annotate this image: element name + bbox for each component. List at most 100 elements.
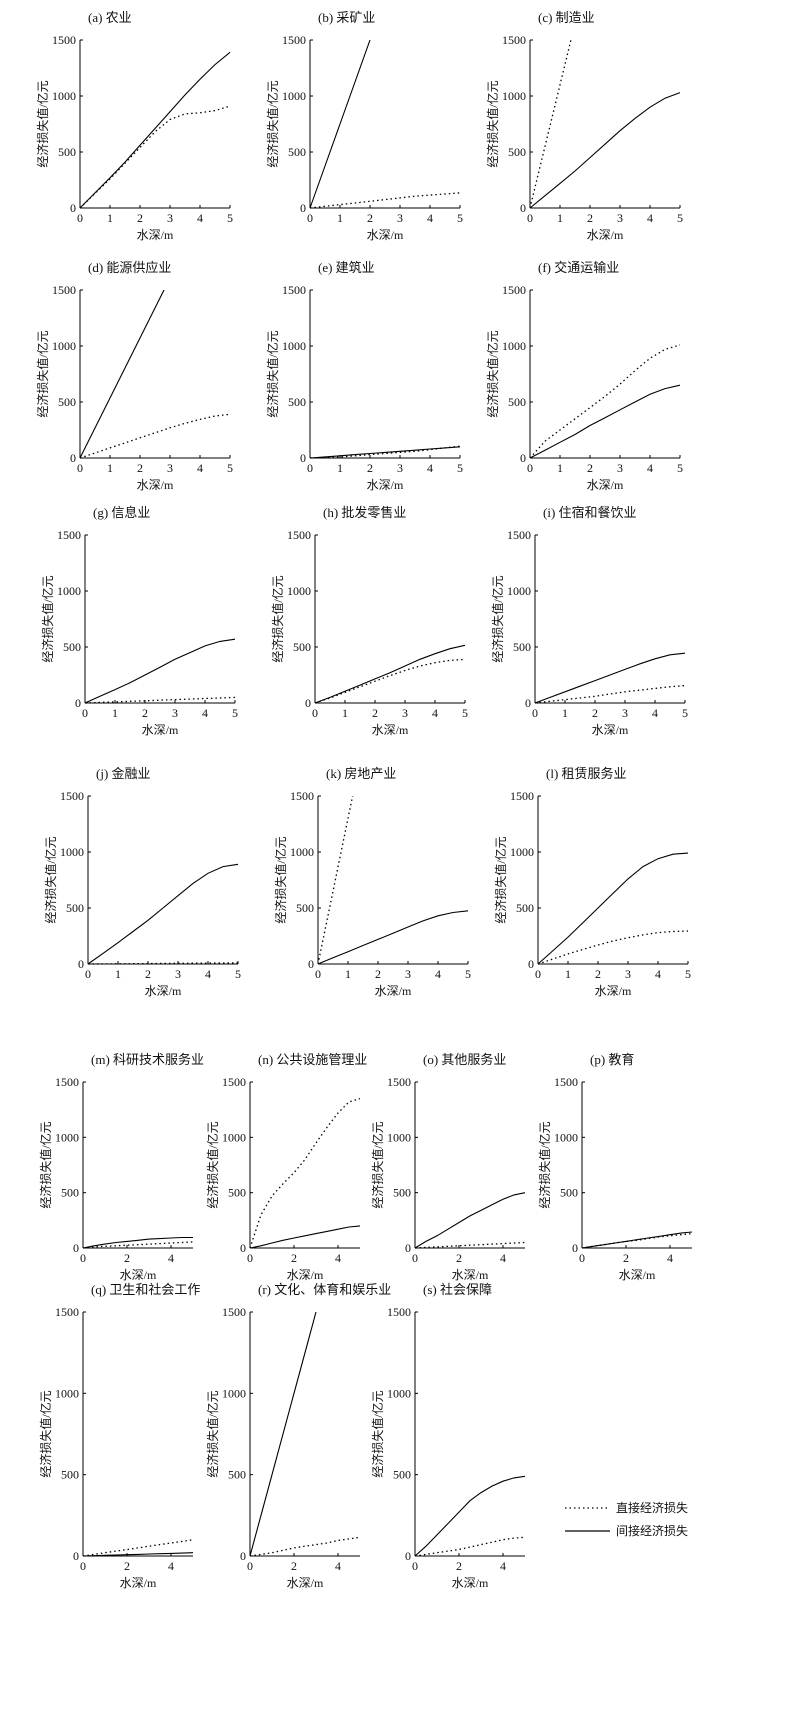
y-tick-label: 500 [560,1186,578,1200]
series-line [82,1236,193,1249]
y-tick-label: 0 [520,201,526,215]
x-tick-label: 4 [335,1251,341,1265]
panel-title: (m) 科研技术服务业 [91,1052,204,1067]
y-axis-label: 经济损失值/亿元 [205,1121,220,1208]
series-line [79,105,231,209]
y-axis-label: 经济损失值/亿元 [485,330,500,417]
x-tick-label: 2 [367,211,373,225]
x-axis-label: 水深/m [120,1268,157,1282]
series-line [79,413,231,459]
y-tick-label: 1000 [222,1386,246,1400]
y-tick-label: 1000 [510,845,534,859]
y-tick-label: 500 [393,1468,411,1482]
series-line [309,192,461,209]
x-tick-label: 0 [85,967,91,981]
y-tick-label: 500 [516,901,534,915]
x-axis-label: 水深/m [595,984,632,998]
x-tick-label: 2 [587,461,593,475]
y-tick-label: 500 [58,145,76,159]
panel-title: (b) 采矿业 [318,10,375,25]
x-tick-label: 0 [312,706,318,720]
panel: (g) 信息业 0 500 1000 1500 0 1 2 3 4 5 水深/m 经济损失值/亿元 [40,505,238,737]
y-axis-label: 经济损失值/亿元 [270,575,285,662]
x-tick-label: 5 [677,461,683,475]
x-tick-label: 4 [197,211,203,225]
x-axis-label: 水深/m [619,1268,656,1282]
x-tick-label: 1 [107,461,113,475]
x-tick-label: 4 [647,461,653,475]
y-axis-label: 经济损失值/亿元 [38,1121,53,1208]
x-tick-label: 5 [227,461,233,475]
panel-title: (d) 能源供应业 [88,260,171,275]
y-tick-label: 1500 [507,528,531,542]
x-tick-label: 0 [412,1559,418,1573]
y-axis-label: 经济损失值/亿元 [273,836,288,923]
y-tick-label: 1500 [57,528,81,542]
y-tick-label: 0 [405,1241,411,1255]
x-axis-label: 水深/m [145,984,182,998]
y-tick-label: 1000 [55,1130,79,1144]
panel-title: (r) 文化、体育和娱乐业 [258,1282,391,1297]
x-tick-label: 5 [462,706,468,720]
panel-title: (k) 房地产业 [326,766,396,781]
y-tick-label: 0 [70,201,76,215]
series-line [529,344,681,459]
y-tick-label: 500 [296,901,314,915]
y-tick-label: 1000 [387,1130,411,1144]
x-tick-label: 2 [137,461,143,475]
series-line [414,1192,526,1249]
panel: (e) 建筑业 0 500 1000 1500 0 1 2 3 4 5 水深/m 经济损失值/亿元 [265,260,463,492]
x-tick-label: 1 [562,706,568,720]
y-tick-label: 0 [520,451,526,465]
series-line [309,446,461,459]
panel: (l) 租赁服务业 0 500 1000 1500 0 1 2 3 4 5 水深/m 经济损失值/亿元 [493,766,691,998]
y-tick-label: 500 [228,1468,246,1482]
y-tick-label: 1500 [510,789,534,803]
y-axis-label: 经济损失值/亿元 [43,836,58,923]
x-tick-label: 2 [367,461,373,475]
series-line [82,1552,194,1557]
panel: (o) 其他服务业 0 500 1000 1500 0 2 4 水深/m 经济损失值/亿元 [370,1052,526,1282]
x-tick-label: 3 [625,967,631,981]
y-tick-label: 1500 [282,283,306,297]
x-tick-label: 4 [500,1559,506,1573]
x-tick-label: 2 [456,1559,462,1573]
x-tick-label: 4 [427,211,433,225]
panel: (h) 批发零售业 0 500 1000 1500 0 1 2 3 4 5 水深/m 经济损失值/亿元 [270,505,468,737]
series-line [82,1241,194,1249]
y-tick-label: 1500 [222,1305,246,1319]
x-tick-label: 2 [375,967,381,981]
y-axis-label: 经济损失值/亿元 [40,575,55,662]
y-axis-label: 经济损失值/亿元 [205,1390,220,1477]
y-tick-label: 500 [288,145,306,159]
x-tick-label: 0 [579,1251,585,1265]
x-tick-label: 1 [112,706,118,720]
y-axis-label: 经济损失值/亿元 [265,330,280,417]
x-tick-label: 1 [557,461,563,475]
y-tick-label: 1500 [222,1075,246,1089]
y-tick-label: 0 [308,957,314,971]
x-tick-label: 2 [592,706,598,720]
x-axis-label: 水深/m [287,1268,324,1282]
series-line [82,1539,194,1557]
x-tick-label: 2 [124,1251,130,1265]
x-axis-label: 水深/m [137,228,174,242]
panel: (i) 住宿和餐饮业 0 500 1000 1500 0 1 2 3 4 5 水深/m 经济损失值/亿元 [490,505,688,737]
x-axis-label: 水深/m [367,478,404,492]
y-tick-label: 0 [300,451,306,465]
panel-title: (q) 卫生和社会工作 [91,1282,200,1297]
y-tick-label: 1000 [222,1130,246,1144]
x-tick-label: 0 [315,967,321,981]
x-tick-label: 0 [80,1559,86,1573]
legend-label: 直接经济损失 [616,1500,688,1515]
y-tick-label: 1000 [502,89,526,103]
panel-title: (h) 批发零售业 [323,505,406,520]
x-tick-label: 1 [107,211,113,225]
x-tick-label: 0 [527,461,533,475]
x-tick-label: 2 [124,1559,130,1573]
panel: (p) 教育 0 500 1000 1500 0 2 4 水深/m 经济损失值/亿元 [537,1052,693,1282]
x-tick-label: 1 [345,967,351,981]
y-tick-label: 500 [61,1468,79,1482]
